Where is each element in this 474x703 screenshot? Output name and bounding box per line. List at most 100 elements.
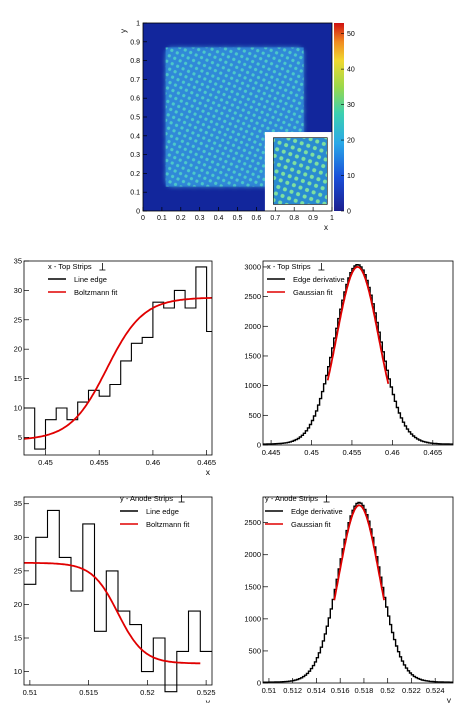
panel-3-ytick-label: 10	[14, 667, 22, 676]
heatmap-ytick-label: 0.7	[130, 77, 140, 84]
panel-3-ytick-label: 30	[14, 533, 22, 542]
panel-1-ytick-label: 15	[14, 374, 22, 383]
y-line-edge-panel: 0.51 0.515 0.52 0.525 10 15 20 25 30 35 y y - Anode…	[14, 494, 216, 703]
colorbar-tick-label: 40	[347, 67, 355, 74]
panel-3-xtick-label: 0.515	[79, 688, 98, 697]
panel-4-xlabel: y	[447, 695, 452, 703]
heatmap-ytick-label: 0.8	[130, 58, 140, 65]
heatmap-ytick-label: 1	[136, 21, 140, 28]
legend-entry-1: Gaussian fit	[291, 520, 332, 529]
panel-3-xlabel: y	[206, 697, 211, 703]
panel-2-legend-title: x - Top Strips	[267, 262, 311, 271]
panel-1-xtick-label: 0.46	[146, 458, 161, 467]
panel-2-ytick-label: 0	[257, 441, 261, 450]
series-1-fit	[23, 296, 212, 440]
heatmap-ytick-label: 0	[136, 209, 140, 216]
heatmap-xlabel: x	[324, 223, 328, 232]
series-2-step	[263, 264, 453, 445]
heatmap-xtick-label: 0.8	[289, 215, 299, 222]
panel-1-ytick-label: 5	[18, 433, 22, 442]
legend-entry-0: Line edge	[146, 507, 179, 516]
panel-1-xtick-label: 0.455	[90, 458, 109, 467]
heatmap-ytick-label: 0.6	[130, 96, 140, 103]
panel-4-ytick-label: 1000	[244, 614, 261, 623]
panel-1-ytick-label: 20	[14, 345, 22, 354]
series-2-fit	[326, 265, 390, 385]
heatmap-ylabel: y	[119, 29, 128, 33]
panel-4-xtick-label: 0.52	[380, 686, 395, 695]
series-3-step	[24, 509, 212, 693]
legend-entry-0: Line edge	[74, 275, 107, 284]
panel-3-ytick-label: 20	[14, 600, 22, 609]
x-line-edge-panel: 0.45 0.455 0.46 0.465 5 10 15 20 25 30 35 x x - Top …	[14, 257, 216, 478]
legend-entry-1: Boltzmann fit	[74, 288, 118, 297]
heatmap-xtick-label: 0.2	[176, 215, 186, 222]
colorbar-tick-label: 50	[347, 31, 355, 38]
heatmap-ytick-label: 0.2	[130, 171, 140, 178]
heatmap-xtick-label: 0.3	[195, 215, 205, 222]
panel-2-xtick-label: 0.465	[423, 448, 442, 457]
legend-entry-0: Edge derivative	[291, 507, 343, 516]
panel-1-frame	[23, 260, 213, 456]
panel-3-xtick-label: 0.52	[140, 688, 155, 697]
colorbar-tick-label: 10	[347, 173, 355, 180]
panel-4-ytick-label: 500	[248, 646, 261, 655]
panel-4-xtick-label: 0.51	[262, 686, 277, 695]
panel-4-xtick-label: 0.522	[402, 686, 421, 695]
heatmap-xtick-label: 0.7	[270, 215, 280, 222]
heatmap-xtick-label: 0.1	[157, 215, 167, 222]
panel-1-xlabel: x	[206, 467, 211, 477]
y-edge-derivative-panel: 0.51 0.512 0.514 0.516 0.518 0.52 0.522 0.524 0 5…	[244, 494, 454, 703]
panel-2-xtick-label: 0.455	[343, 448, 362, 457]
colorbar-tick-label: 30	[347, 102, 355, 109]
panel-4-frame	[262, 496, 454, 684]
heatmap-xtick-label: 0.4	[214, 215, 224, 222]
panel-4-ytick-label: 1500	[244, 582, 261, 591]
series-4-step	[263, 501, 453, 683]
panel-2-ytick-label: 2500	[244, 292, 261, 301]
legend-entry-1: Gaussian fit	[293, 288, 334, 297]
heatmap-ytick-label: 0.1	[130, 190, 140, 197]
panel-3-legend-title: y - Anode Strips	[120, 494, 173, 503]
panel-2-xtick-label: 0.445	[262, 448, 281, 457]
series-4-fit	[333, 504, 385, 601]
panel-1-ytick-label: 25	[14, 315, 22, 324]
heatmap-xtick-label: 0.5	[233, 215, 243, 222]
panel-2-ytick-label: 3000	[244, 262, 261, 271]
panel-4-ytick-label: 2500	[244, 518, 261, 527]
panel-4-xtick-label: 0.512	[283, 686, 302, 695]
panel-4-ytick-label: 2000	[244, 550, 261, 559]
heatmap-ytick-label: 0.3	[130, 152, 140, 159]
panel-1-xtick-label: 0.45	[38, 458, 53, 467]
panel-4-legend-title: y - Anode Strips	[265, 494, 318, 503]
heatmap-xtick-label: 0.9	[308, 215, 318, 222]
panel-3-ytick-label: 35	[14, 499, 22, 508]
heatmap-xtick-label: 1	[330, 215, 334, 222]
panel-2-ytick-label: 1000	[244, 381, 261, 390]
panel-3-xtick-label: 0.525	[197, 688, 216, 697]
series-3-fit	[24, 562, 201, 665]
panel-4-xtick-label: 0.524	[426, 686, 445, 695]
panel-2-ytick-label: 2000	[244, 322, 261, 331]
heatmap-ytick-label: 0.9	[130, 39, 140, 46]
panel-4-xtick-label: 0.518	[355, 686, 374, 695]
panel-4-xtick-label: 0.514	[307, 686, 326, 695]
panel-1-ytick-label: 10	[14, 403, 22, 412]
panel-2-xtick-label: 0.45	[304, 448, 319, 457]
panel-2-ytick-label: 1500	[244, 351, 261, 360]
colorbar-tick-label: 0	[347, 209, 351, 216]
heatmap-xtick-label: 0.6	[252, 215, 262, 222]
panel-1-legend-title: x - Top Strips	[48, 262, 92, 271]
panel-1-ytick-label: 30	[14, 286, 22, 295]
heatmap-ytick-label: 0.4	[130, 133, 140, 140]
panel-2-xtick-label: 0.46	[385, 448, 400, 457]
panel-3-ytick-label: 15	[14, 634, 22, 643]
panel-2-ytick-label: 500	[248, 411, 261, 420]
panel-4-ytick-label: 0	[257, 679, 261, 688]
panel-2-frame	[262, 260, 454, 446]
heatmap-ytick-label: 0.5	[130, 115, 140, 122]
heatmap-panel: 0 0.1 0.2 0.3 0.4 0.5 0.6 0.7 0.8 0.9 100.10.20.30…	[119, 21, 355, 233]
panel-1-xtick-label: 0.465	[197, 458, 216, 467]
legend-entry-1: Boltzmann fit	[146, 520, 190, 529]
